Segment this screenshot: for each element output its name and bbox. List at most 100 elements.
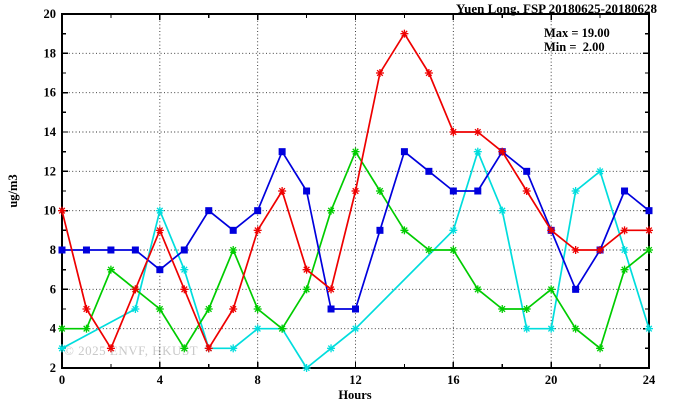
y-tick-label: 14 bbox=[44, 125, 57, 139]
green-series-marker bbox=[278, 325, 286, 332]
cyan-series-marker bbox=[572, 187, 579, 195]
green-series-marker bbox=[474, 286, 482, 293]
red-series-marker bbox=[572, 246, 579, 254]
green-series-marker bbox=[303, 286, 310, 293]
cyan-series-marker bbox=[450, 227, 457, 234]
red-series-marker bbox=[547, 227, 555, 234]
blue-series-marker bbox=[180, 246, 188, 254]
y-tick-label: 20 bbox=[44, 7, 57, 21]
blue-series-marker bbox=[82, 246, 90, 254]
green-series-marker bbox=[327, 207, 335, 214]
cyan-series-marker bbox=[474, 148, 482, 155]
red-series-marker bbox=[621, 227, 628, 234]
blue-series-marker bbox=[425, 167, 433, 175]
green-series-marker bbox=[450, 246, 457, 254]
max-value-label: Max = 19.00 bbox=[544, 26, 610, 40]
red-series-marker bbox=[303, 266, 310, 273]
blue-series-marker bbox=[327, 305, 335, 313]
green-series-marker bbox=[352, 148, 359, 155]
green-series-marker bbox=[156, 305, 164, 313]
blue-series-marker bbox=[156, 266, 164, 274]
green-series-marker bbox=[205, 305, 213, 313]
cyan-series-marker bbox=[254, 325, 261, 332]
red-series-marker bbox=[58, 207, 66, 214]
red-series-marker bbox=[156, 227, 164, 234]
red-series-marker bbox=[229, 305, 237, 313]
red-series-marker bbox=[401, 30, 408, 37]
cyan-series-marker bbox=[645, 325, 653, 332]
red-series-marker bbox=[376, 69, 384, 77]
blue-series-marker bbox=[58, 246, 66, 254]
blue-series-marker bbox=[449, 187, 457, 195]
cyan-series-marker bbox=[58, 345, 66, 352]
red-series-marker bbox=[205, 345, 213, 352]
blue-series-line bbox=[62, 150, 650, 310]
red-series-marker bbox=[450, 128, 457, 136]
red-series-marker bbox=[278, 187, 286, 195]
blue-series-marker bbox=[645, 207, 653, 215]
y-tick-label: 16 bbox=[44, 86, 57, 100]
red-series-marker bbox=[596, 246, 604, 254]
green-series-marker bbox=[547, 286, 555, 293]
blue-series-marker bbox=[131, 246, 139, 254]
green-series-marker bbox=[596, 345, 604, 352]
x-tick-label: 12 bbox=[349, 373, 362, 387]
cyan-series-marker bbox=[547, 325, 555, 332]
red-series-marker bbox=[425, 69, 433, 77]
blue-series-marker bbox=[205, 207, 213, 215]
x-tick-label: 0 bbox=[59, 373, 65, 387]
red-series-marker bbox=[107, 345, 115, 352]
blue-series-marker bbox=[352, 305, 359, 313]
blue-series-marker bbox=[523, 167, 531, 175]
blue-series-marker bbox=[621, 187, 629, 195]
green-series-marker bbox=[621, 266, 628, 273]
watermark: © 2025 ENVF, HKUST bbox=[64, 343, 199, 358]
green-series-marker bbox=[58, 325, 66, 332]
min-value-label: Min = 2.00 bbox=[544, 40, 605, 54]
y-tick-label: 10 bbox=[44, 204, 57, 218]
y-tick-label: 12 bbox=[44, 164, 57, 178]
blue-series-marker bbox=[400, 148, 408, 156]
red-series-marker bbox=[254, 227, 261, 234]
red-series-marker bbox=[645, 227, 653, 234]
cyan-series-marker bbox=[523, 325, 530, 332]
green-series-marker bbox=[181, 345, 188, 352]
green-series-marker bbox=[425, 246, 433, 254]
blue-series-marker bbox=[474, 187, 482, 195]
blue-series-marker bbox=[376, 226, 384, 234]
red-series-marker bbox=[132, 286, 139, 293]
red-series-marker bbox=[474, 128, 482, 136]
green-series-marker bbox=[229, 246, 237, 254]
green-series-marker bbox=[572, 325, 579, 332]
cyan-series-marker bbox=[498, 207, 506, 214]
cyan-series-marker bbox=[596, 168, 604, 175]
cyan-series-line bbox=[61, 150, 650, 369]
y-tick-label: 18 bbox=[44, 46, 57, 60]
max-min-legend: Max = 19.00 Min = 2.00 bbox=[544, 26, 610, 54]
cyan-series-marker bbox=[132, 305, 139, 313]
x-tick-label: 20 bbox=[545, 373, 558, 387]
y-tick-label: 2 bbox=[50, 361, 56, 375]
red-series-marker bbox=[352, 187, 359, 195]
chart-title: Yuen Long, FSP 20180625-20180628 bbox=[455, 1, 657, 16]
red-series-marker bbox=[327, 286, 335, 293]
green-series-marker bbox=[254, 305, 261, 313]
green-series-marker bbox=[645, 246, 653, 254]
blue-series-marker bbox=[229, 226, 237, 234]
blue-series-marker bbox=[254, 207, 262, 215]
green-series-marker bbox=[83, 325, 90, 332]
green-series-marker bbox=[107, 266, 115, 273]
cyan-series-marker bbox=[156, 207, 164, 214]
red-series-marker bbox=[498, 148, 506, 155]
red-series-marker bbox=[83, 305, 90, 313]
cyan-series-marker bbox=[229, 345, 237, 352]
y-tick-label: 4 bbox=[50, 322, 57, 336]
cyan-series-marker bbox=[327, 345, 335, 352]
green-series-marker bbox=[523, 305, 530, 313]
x-tick-label: 8 bbox=[255, 373, 261, 387]
x-axis-label: Hours bbox=[338, 388, 372, 402]
y-tick-label: 8 bbox=[50, 243, 56, 257]
blue-series-marker bbox=[107, 246, 115, 254]
